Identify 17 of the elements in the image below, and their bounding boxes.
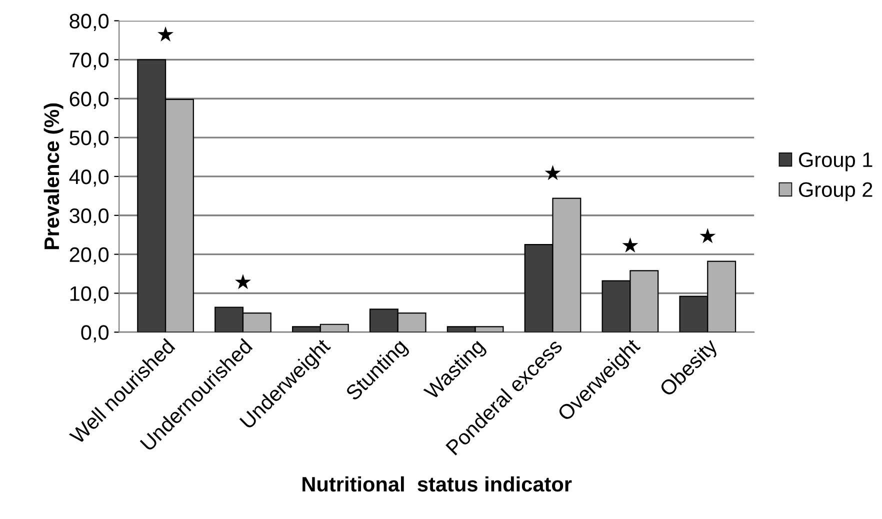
y-tick-label: 50,0 [70, 130, 109, 148]
y-tick-label: 10,0 [70, 286, 109, 304]
y-tick-label: 70,0 [70, 52, 109, 70]
legend-label: Group 2 [799, 182, 872, 202]
x-axis-title: Nutritional status indicator [302, 476, 572, 492]
y-tick-label: 20,0 [70, 247, 109, 265]
annotation: ★ [158, 26, 174, 42]
annotation: ★ [234, 274, 251, 290]
annotation: ★ [700, 228, 716, 244]
y-tick-label: 60,0 [70, 92, 109, 109]
legend-label: Group 1 [799, 152, 872, 172]
y-tick-label: 40,0 [69, 169, 109, 187]
annotation: ★ [622, 237, 638, 253]
y-tick-label: 30,0 [70, 208, 109, 226]
y-tick-label: 80,0 [70, 14, 109, 31]
annotation: ★ [544, 164, 561, 180]
y-axis-title: Prevalence (%) [44, 103, 64, 250]
